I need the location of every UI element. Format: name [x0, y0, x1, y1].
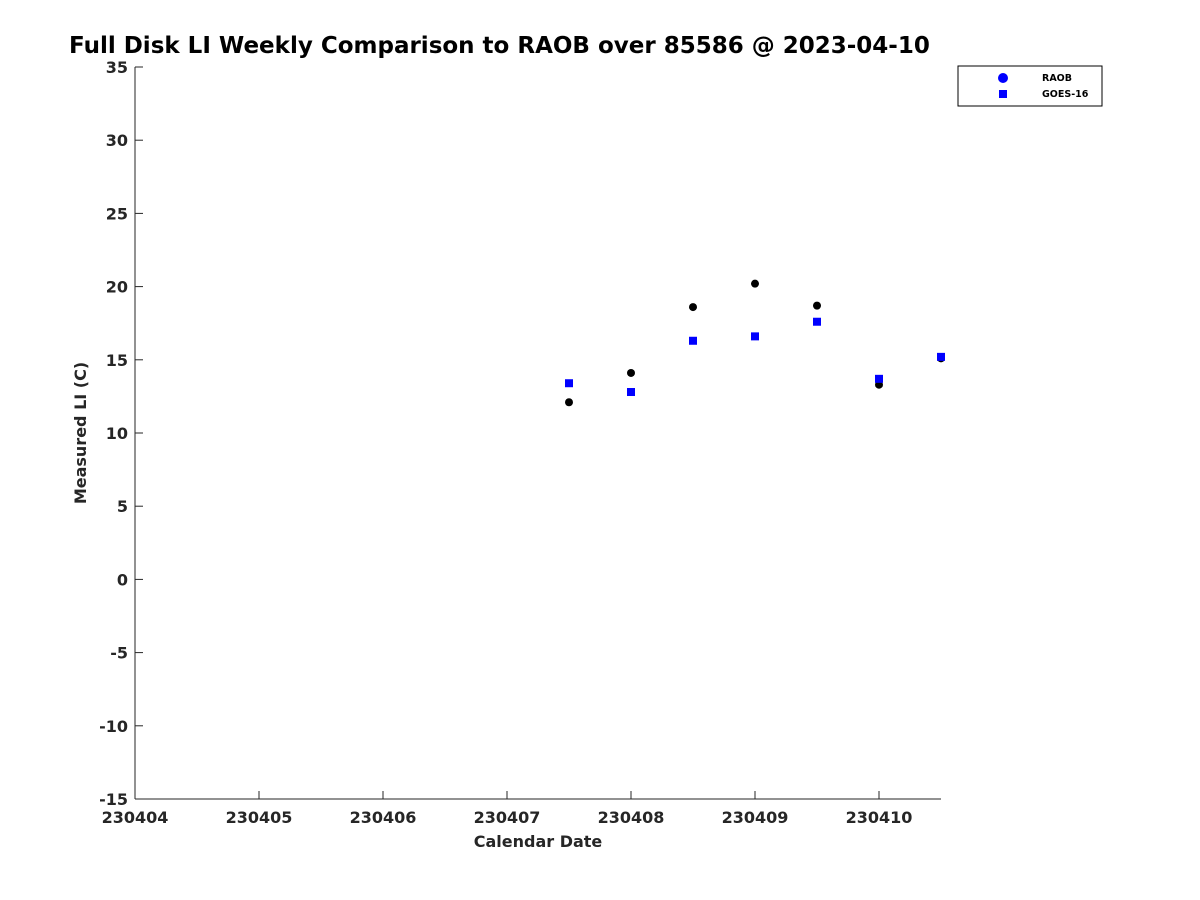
series-raob: [565, 279, 945, 407]
data-marks: [565, 279, 945, 407]
x-tick-label: 230406: [350, 808, 417, 827]
raob-point: [689, 303, 697, 312]
legend-marker-raob: [998, 73, 1008, 83]
x-axis-label: Calendar Date: [474, 832, 603, 851]
y-tick-label: 25: [106, 204, 128, 223]
legend-label-goes16: GOES-16: [1042, 89, 1089, 100]
goes16-point: [565, 379, 573, 388]
y-tick-label: -5: [110, 644, 128, 663]
goes16-point: [627, 388, 635, 397]
goes16-point: [813, 317, 821, 326]
series-goes-16: [565, 317, 945, 397]
chart-title: Full Disk LI Weekly Comparison to RAOB o…: [69, 33, 930, 59]
y-axis-label: Measured LI (C): [71, 362, 90, 504]
y-tick-label: 15: [106, 351, 128, 370]
y-tick-label: 0: [117, 570, 128, 589]
legend-marker-goes16: [999, 90, 1007, 98]
y-tick-label: 30: [106, 131, 128, 150]
y-tick-label: 35: [106, 58, 128, 77]
goes16-point: [689, 336, 697, 345]
raob-point: [565, 398, 573, 407]
legend-box: [957, 65, 1103, 107]
x-tick-label: 230405: [226, 808, 293, 827]
y-tick-label: -15: [99, 790, 128, 809]
legend-label-raob: RAOB: [1042, 73, 1072, 84]
y-tick-label: 5: [117, 497, 128, 516]
raob-point: [813, 301, 821, 310]
legend: RAOB GOES-16: [957, 65, 1103, 107]
x-tick-label: 230409: [722, 808, 789, 827]
y-tick-label: -10: [99, 717, 128, 736]
x-tick-label: 230410: [846, 808, 913, 827]
x-tick-label: 230407: [474, 808, 541, 827]
goes16-point: [751, 332, 759, 341]
goes16-point: [937, 352, 945, 361]
raob-point: [627, 368, 635, 377]
y-tick-label: 10: [106, 424, 128, 443]
y-tick-label: 20: [106, 278, 128, 297]
x-tick-label: 230404: [102, 808, 169, 827]
raob-point: [751, 279, 759, 288]
x-tick-label: 230408: [598, 808, 665, 827]
goes16-point: [875, 374, 883, 383]
